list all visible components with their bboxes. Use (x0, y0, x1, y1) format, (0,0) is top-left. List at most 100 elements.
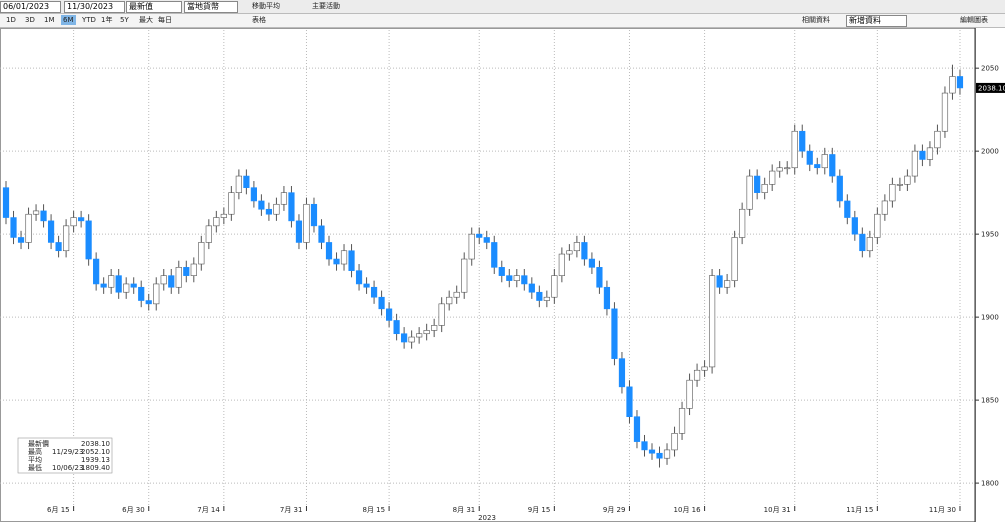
candle-body (378, 296, 385, 310)
candle-body (85, 220, 92, 260)
y-tick-label: 1950 (981, 231, 999, 239)
period-button[interactable]: 3D (25, 16, 35, 24)
candle-body (558, 253, 565, 276)
legend-value: 1939.13 (81, 456, 110, 464)
candle-body (250, 187, 257, 202)
candle-body (889, 184, 896, 202)
end-date[interactable]: 11/30/2023 (64, 1, 125, 13)
candle-body (648, 449, 656, 454)
candle-body (288, 192, 295, 222)
candle-body (138, 286, 145, 301)
chart: 1800 1850 1900 1950 2000 2050 6月 15 6月 30 7月 14 7… (0, 28, 1005, 522)
candle-body (190, 263, 197, 276)
currency-select[interactable]: 當地貨幣 (184, 1, 238, 13)
period-button[interactable]: 每日 (158, 16, 172, 24)
candle-body (401, 333, 408, 343)
period-button[interactable]: 6M (61, 15, 76, 25)
x-tick-label: 9月 15 (528, 506, 551, 514)
candle-body (25, 213, 32, 243)
candle-body (55, 242, 62, 252)
table-button[interactable]: 表格 (252, 16, 266, 24)
candle-body (198, 242, 205, 265)
period-button[interactable]: 1年 (101, 16, 113, 24)
last-price-label: 2038.10 (978, 84, 1005, 92)
period-button[interactable]: 1D (6, 16, 16, 24)
period-button[interactable]: 5Y (120, 16, 129, 24)
candle-body (904, 175, 911, 185)
x-tick-label: 8月 31 (453, 506, 476, 514)
legend-date: 11/29/23 (52, 448, 83, 456)
candle-body (115, 275, 122, 293)
candle-body (265, 208, 273, 215)
period-button[interactable]: 最大 (139, 16, 153, 24)
period-button[interactable]: 1M (44, 16, 55, 24)
candle-body (866, 237, 873, 252)
edit-chart[interactable]: 編輯圖表 (960, 16, 988, 24)
candle-body (536, 291, 543, 301)
add-data[interactable]: 新增資料 (846, 15, 907, 27)
candle-body (724, 280, 731, 288)
candle-body (145, 300, 152, 305)
candle-body (325, 242, 333, 260)
candle-body (754, 175, 761, 193)
candle-body (671, 433, 678, 451)
legend-label: 最低 (28, 463, 42, 472)
candle-body (769, 170, 776, 185)
candle-body (446, 296, 453, 305)
candle-body (468, 233, 475, 260)
candle-body (273, 203, 280, 215)
legend-value: 2038.10 (81, 440, 110, 448)
candle-body (814, 164, 821, 169)
candle-body (431, 325, 438, 331)
candle-body (611, 308, 618, 359)
x-tick-label: 11月 30 (929, 506, 956, 514)
candle-body (956, 76, 964, 89)
last-price-tag (976, 82, 1005, 93)
candle-body (776, 167, 783, 172)
candle-body (220, 213, 227, 218)
candle-body (746, 175, 753, 210)
candle-body (761, 184, 768, 193)
field-select[interactable]: 最新值 (126, 1, 182, 13)
candle-body (491, 242, 498, 268)
candle-body (633, 416, 641, 442)
start-date[interactable]: 06/01/2023 (0, 1, 61, 13)
legend-label: 最高 (28, 447, 42, 456)
x-tick-label: 11月 15 (846, 506, 873, 514)
candle-body (100, 283, 107, 288)
legend-label: 平均 (28, 455, 42, 464)
candle-body (40, 210, 47, 222)
x-year-label: 2023 (478, 514, 496, 522)
candle-body (213, 217, 220, 227)
candle-body (205, 225, 212, 243)
candle-body (47, 220, 55, 243)
y-tick-label: 1900 (981, 314, 999, 322)
x-tick-label: 10月 16 (674, 506, 702, 514)
x-tick-label: 7月 14 (197, 506, 220, 514)
x-tick-label: 6月 30 (122, 506, 145, 514)
legend-value: 2052.10 (81, 448, 110, 456)
candle-body (295, 220, 303, 243)
candle-body (836, 175, 843, 202)
candle-body (596, 267, 603, 288)
candle-body (881, 200, 888, 215)
moving-average[interactable]: 移動平均 (252, 2, 280, 10)
candle-body (78, 217, 85, 222)
candle-body (708, 275, 716, 368)
candle-body (543, 296, 550, 301)
period-button[interactable]: YTD (82, 16, 96, 24)
candle-body (934, 130, 941, 149)
candle-body (183, 267, 190, 276)
candle-body (363, 283, 370, 288)
candle-body (588, 258, 596, 268)
candle-body (603, 286, 611, 310)
related-button[interactable]: 相關資料 (802, 16, 830, 24)
candle-body (333, 258, 340, 265)
candle-body (678, 408, 686, 434)
candle-body (566, 250, 573, 255)
candle-body (17, 237, 25, 243)
candle-body (303, 203, 310, 243)
candle-body (874, 213, 881, 238)
legend-value: 1809.40 (81, 464, 110, 472)
key-events[interactable]: 主要活動 (312, 2, 340, 10)
